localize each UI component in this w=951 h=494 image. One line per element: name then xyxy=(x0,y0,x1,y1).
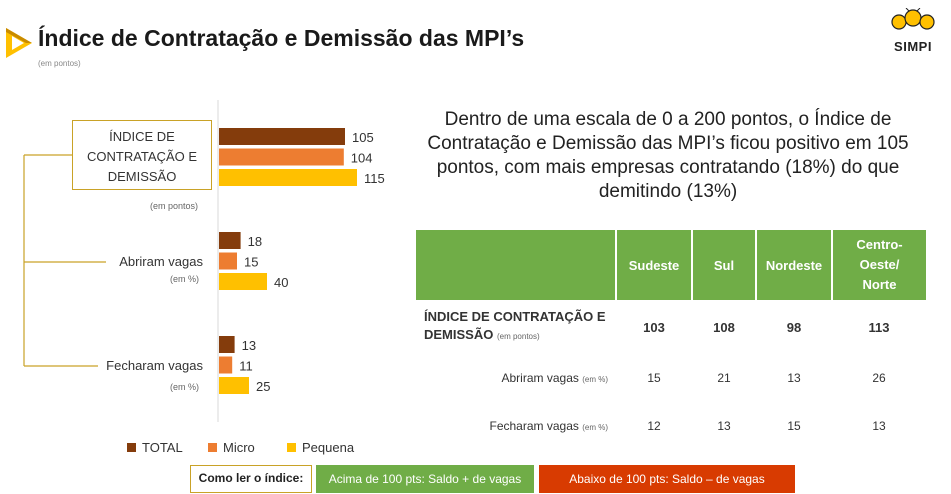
legend-label-pequena: Pequena xyxy=(302,440,355,455)
bar-pequena xyxy=(219,273,267,290)
legend-item-pequena: Pequena xyxy=(287,440,354,455)
legend-item-total: TOTAL xyxy=(127,440,183,455)
data-label-pequena: 115 xyxy=(364,171,385,186)
category-index-label: ÍNDICE DE CONTRATAÇÃO E DEMISSÃO xyxy=(86,129,198,184)
table-row-label-unit: (em pontos) xyxy=(496,332,540,341)
bar-total xyxy=(219,336,235,353)
table-cell: 13 xyxy=(717,419,731,433)
bar-pequena xyxy=(219,377,249,394)
data-label-total: 105 xyxy=(352,130,374,145)
data-label-pequena: 25 xyxy=(256,379,270,394)
table-row: Abriram vagas (em %) 15 21 13 26 xyxy=(416,354,926,402)
table-header-blank xyxy=(416,230,617,300)
category-fecharam-unit: (em %) xyxy=(170,382,199,392)
legend-swatch-total xyxy=(127,443,136,452)
bar-total xyxy=(219,232,241,249)
table-cell: 15 xyxy=(787,419,801,433)
data-label-micro: 15 xyxy=(244,255,258,270)
table-cell: 26 xyxy=(872,371,886,385)
bar-micro xyxy=(219,148,344,166)
table-row-label-text: Fecharam vagas xyxy=(489,419,579,433)
table-row: ÍNDICE DE CONTRATAÇÃO E DEMISSÃO (em pon… xyxy=(416,300,926,354)
category-index-unit: (em pontos) xyxy=(150,201,199,211)
bar-pequena xyxy=(219,169,357,186)
table-row-label-text: ÍNDICE DE CONTRATAÇÃO E DEMISSÃO xyxy=(424,309,606,342)
simpi-logo: SIMPI xyxy=(883,7,943,54)
table-row-label-unit: (em %) xyxy=(582,423,608,432)
table-cell: 21 xyxy=(717,371,731,385)
table-header-sul: Sul xyxy=(692,230,757,300)
table-header-centro-oeste-norte: Centro-Oeste/ Norte xyxy=(832,230,926,300)
data-label-micro: 104 xyxy=(351,151,373,166)
bar-micro xyxy=(219,252,237,270)
category-abriram-unit: (em %) xyxy=(170,274,199,284)
data-label-total: 18 xyxy=(248,234,262,249)
category-abriram-label: Abriram vagas xyxy=(119,254,203,269)
data-label-total: 13 xyxy=(242,338,256,353)
above-100-badge: Acima de 100 pts: Saldo + de vagas xyxy=(316,465,534,493)
table-row-label: Abriram vagas (em %) xyxy=(416,354,616,402)
table-cell: 98 xyxy=(786,319,802,335)
legend-swatch-pequena xyxy=(287,443,296,452)
category-bracket xyxy=(23,154,106,367)
table-header-sudeste: Sudeste xyxy=(616,230,693,300)
below-100-badge: Abaixo de 100 pts: Saldo – de vagas xyxy=(539,465,795,493)
category-index-box: ÍNDICE DE CONTRATAÇÃO E DEMISSÃO xyxy=(72,120,212,190)
table-cell: 108 xyxy=(713,319,735,335)
table-row-label: Fecharam vagas (em %) xyxy=(416,402,616,450)
how-to-read-label: Como ler o índice: xyxy=(190,465,312,493)
legend-label-total: TOTAL xyxy=(142,440,183,455)
table-header-row: Sudeste Sul Nordeste Centro-Oeste/ Norte xyxy=(416,230,926,300)
bar-total xyxy=(219,128,345,145)
legend-swatch-micro xyxy=(208,443,217,452)
data-label-pequena: 40 xyxy=(274,275,288,290)
table-cell: 12 xyxy=(647,419,661,433)
bee-logo-icon xyxy=(891,7,935,30)
table-row-label-unit: (em %) xyxy=(582,375,608,384)
table-cell: 13 xyxy=(787,371,801,385)
table-row: Fecharam vagas (em %) 12 13 15 13 xyxy=(416,402,926,450)
bar-micro xyxy=(219,356,233,374)
table-row-label-text: Abriram vagas xyxy=(501,371,579,385)
legend-item-micro: Micro xyxy=(208,440,255,455)
simpi-logo-text: SIMPI xyxy=(894,39,932,54)
page-title: Índice de Contratação e Demissão das MPI… xyxy=(38,25,525,51)
table-cell: 113 xyxy=(868,319,890,335)
data-label-micro: 11 xyxy=(239,359,253,374)
table-cell: 103 xyxy=(643,319,665,335)
page-subtitle: (em pontos) xyxy=(38,59,81,68)
regions-table: Sudeste Sul Nordeste Centro-Oeste/ Norte… xyxy=(416,230,926,450)
table-cell: 13 xyxy=(872,419,886,433)
category-fecharam-label: Fecharam vagas xyxy=(106,358,203,373)
legend-label-micro: Micro xyxy=(223,440,255,455)
table-header-nordeste: Nordeste xyxy=(756,230,833,300)
arrow-logo-icon xyxy=(6,28,32,58)
table-row-label: ÍNDICE DE CONTRATAÇÃO E DEMISSÃO (em pon… xyxy=(416,300,616,354)
summary-statement: Dentro de uma escala de 0 a 200 pontos, … xyxy=(427,109,909,202)
table-cell: 15 xyxy=(647,371,661,385)
